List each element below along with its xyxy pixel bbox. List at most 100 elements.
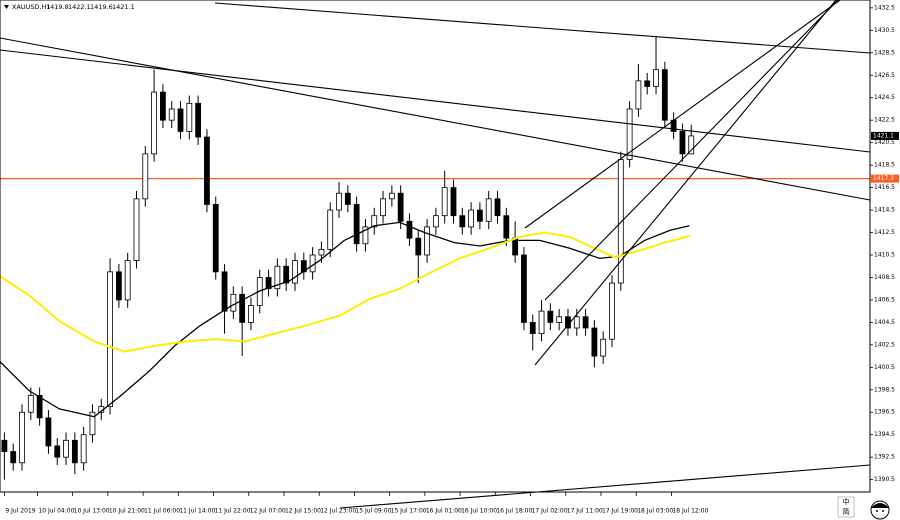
- candle-body: [71, 439, 78, 464]
- candle-body: [353, 204, 360, 245]
- candle-body: [230, 293, 237, 312]
- y-tick-label: 1396.5: [874, 409, 895, 416]
- candle-body: [168, 108, 175, 121]
- y-tick-label: 1412.5: [874, 229, 895, 236]
- y-tick-label: 1414.5: [874, 207, 895, 214]
- x-tick-label: 16 Jul 01:00: [426, 508, 462, 515]
- candle-body: [494, 198, 501, 217]
- candle-body: [265, 277, 272, 290]
- y-tick-label: 1416.5: [874, 184, 895, 191]
- trend-line: [524, 0, 841, 229]
- symbol-icon: [4, 5, 9, 9]
- candle-body: [397, 192, 404, 222]
- candle-body: [54, 445, 61, 458]
- symbol: XAUUSD,H1: [12, 3, 51, 11]
- avatar-eye: [882, 510, 884, 512]
- x-tick-label: 18 Jul 12:00: [672, 508, 708, 515]
- candle-body: [503, 215, 510, 239]
- ime-indicator: 中 简: [837, 496, 890, 520]
- candle-body: [432, 215, 439, 228]
- trend-line: [339, 464, 871, 509]
- y-tick-label: 1402.5: [874, 341, 895, 348]
- ohlc-low: 1419.6: [90, 3, 113, 11]
- candle-body: [195, 102, 202, 138]
- candle-body: [556, 316, 563, 323]
- y-tick-label: 1426.5: [874, 72, 895, 79]
- x-tick-label: 18 Jul 03:00: [637, 508, 673, 515]
- candle-body: [283, 265, 290, 284]
- candle-body: [204, 136, 210, 205]
- candle-body: [107, 271, 113, 408]
- candle-body: [380, 198, 386, 217]
- candle-body: [415, 237, 422, 256]
- candle-body: [344, 192, 351, 205]
- candle-body: [27, 394, 34, 413]
- candle-body: [19, 411, 25, 464]
- candle-body: [248, 305, 254, 323]
- x-tick-label: 17 Jul 19:00: [602, 508, 638, 515]
- current-price-label: 1421.1: [873, 132, 894, 139]
- candle-body: [133, 198, 140, 262]
- candle-body: [547, 310, 554, 323]
- x-tick-label: 10 Jul 13:00: [74, 508, 110, 515]
- candle-body: [292, 260, 298, 284]
- trend-line: [534, 0, 837, 366]
- ime-script: 简: [843, 507, 850, 516]
- x-tick-label: 15 Jul 09:00: [355, 508, 391, 515]
- candle-body: [424, 226, 430, 256]
- candle-body: [115, 271, 122, 301]
- candle-body: [459, 215, 466, 228]
- candle-body: [221, 271, 228, 312]
- candle-body: [239, 293, 246, 323]
- trend-lines: [0, 0, 871, 509]
- candle-body: [521, 254, 527, 323]
- axes: 1432.5 1430.5 1428.5 1426.5 1424.5 1422.5 1420…: [4, 4, 899, 515]
- y-tick-label: 1422.5: [874, 117, 895, 124]
- x-tick-label: 17 Jul 11:00: [567, 508, 603, 515]
- candle-body: [362, 226, 369, 245]
- candle-body: [688, 135, 695, 155]
- candle-body: [626, 108, 633, 160]
- candle-body: [441, 187, 448, 217]
- candle-body: [318, 248, 325, 256]
- candle-body: [406, 220, 413, 239]
- y-tick-label: 1428.5: [874, 49, 895, 56]
- y-tick-label: 1424.5: [874, 94, 895, 101]
- moving-average: [0, 221, 690, 418]
- candle-body: [388, 192, 395, 200]
- avatar-eye: [876, 510, 878, 512]
- y-tick-label: 1432.5: [874, 4, 895, 11]
- candle-body: [36, 394, 43, 419]
- candle-body: [327, 209, 334, 250]
- candle-body: [212, 204, 219, 273]
- candle-body: [1, 439, 8, 452]
- trend-line: [544, 0, 839, 301]
- candle-body: [142, 153, 149, 200]
- price-level-tag: [871, 174, 899, 183]
- candle-body: [573, 316, 580, 329]
- x-tick-label: 15 Jul 17:00: [391, 508, 427, 515]
- x-tick-label: 11 Jul 14:00: [179, 508, 215, 515]
- candle-body: [644, 80, 651, 87]
- y-tick-label: 1400.5: [874, 364, 895, 371]
- candle-body: [371, 215, 378, 228]
- current-price-tag: [871, 131, 899, 140]
- candle-body: [160, 91, 166, 121]
- plot-border: [0, 0, 871, 493]
- ime-box: [837, 496, 855, 518]
- candle-body: [661, 69, 668, 121]
- trend-line: [0, 37, 871, 201]
- candle-body: [653, 69, 659, 87]
- y-tick-label: 1418.5: [874, 162, 895, 169]
- candle-body: [274, 265, 281, 290]
- ohlc-close: 1421.1: [112, 3, 135, 11]
- x-tick-label: 12 Jul 07:00: [250, 508, 286, 515]
- candle-body: [477, 209, 483, 222]
- candle-body: [336, 192, 342, 211]
- ohlc-open: 1419.8: [46, 3, 69, 11]
- candle-body: [600, 338, 607, 357]
- trend-line: [214, 2, 871, 54]
